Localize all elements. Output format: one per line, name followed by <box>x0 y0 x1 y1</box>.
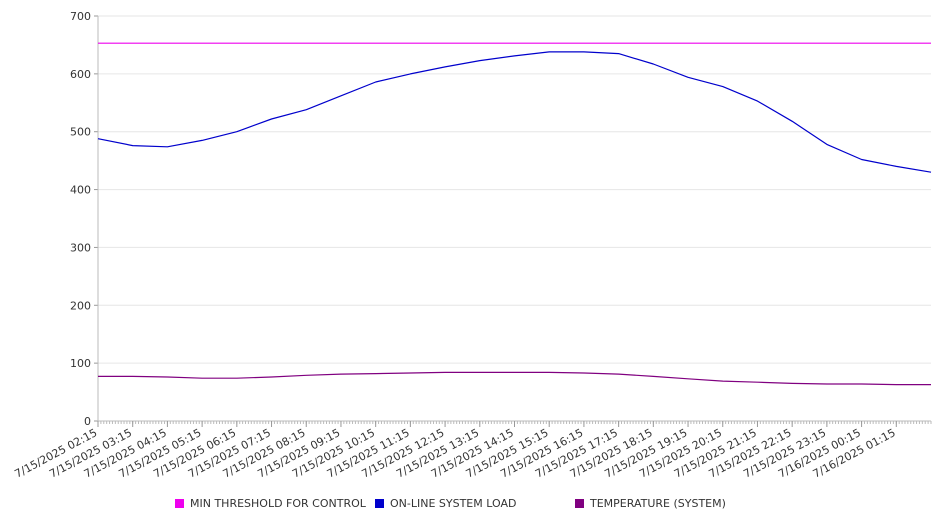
legend-label: MIN THRESHOLD FOR CONTROL <box>190 497 366 510</box>
legend-swatch-icon <box>175 499 184 508</box>
legend-item-system-load[interactable]: ON-LINE SYSTEM LOAD <box>375 497 516 510</box>
chart-legend: MIN THRESHOLD FOR CONTROL ON-LINE SYSTEM… <box>0 497 946 515</box>
series-line-1 <box>97 51 932 173</box>
x-tick-labels: 7/15/2025 02:157/15/2025 03:157/15/2025 … <box>12 426 897 480</box>
legend-label: TEMPERATURE (SYSTEM) <box>590 497 726 510</box>
legend-swatch-icon <box>375 499 384 508</box>
y-tick-label: 300 <box>70 241 91 254</box>
legend-swatch-icon <box>575 499 584 508</box>
legend-item-temperature[interactable]: TEMPERATURE (SYSTEM) <box>575 497 726 510</box>
y-tick-label: 500 <box>70 126 91 139</box>
y-tick-label: 100 <box>70 357 91 370</box>
legend-item-min-threshold[interactable]: MIN THRESHOLD FOR CONTROL <box>175 497 366 510</box>
gridlines <box>98 15 931 364</box>
legend-label: ON-LINE SYSTEM LOAD <box>390 497 517 510</box>
series-line-2 <box>98 371 931 386</box>
y-tick-labels: 0 100 200 300 400 500 600 700 <box>70 10 91 428</box>
y-tick-label: 200 <box>70 299 91 312</box>
y-tick-label: 700 <box>70 10 91 23</box>
axes <box>94 15 932 427</box>
series-lines <box>97 42 932 386</box>
y-tick-label: 400 <box>70 184 91 197</box>
y-tick-label: 600 <box>70 68 91 81</box>
y-tick-label: 0 <box>84 415 91 428</box>
